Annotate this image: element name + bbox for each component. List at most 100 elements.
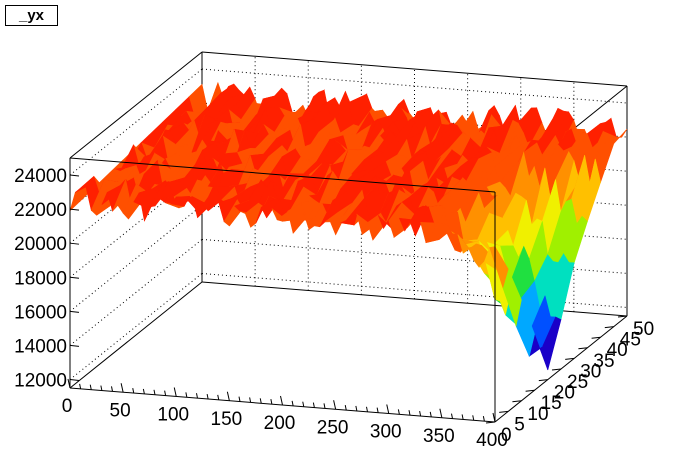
x-minor-tick xyxy=(472,415,475,421)
y-tick xyxy=(591,336,601,339)
frame-edge xyxy=(69,51,203,159)
y-tick xyxy=(604,326,614,329)
x-minor-tick xyxy=(323,403,326,409)
x-minor-tick xyxy=(206,393,209,400)
z-tick-label: 22000 xyxy=(14,200,67,221)
x-tick xyxy=(333,400,337,410)
x-minor-tick xyxy=(238,396,241,402)
z-tick xyxy=(69,310,80,313)
tick-labels: 0 50 100 150 200 250 300 350 4000510152025303540… xyxy=(14,166,654,451)
y-tick-label: 35 xyxy=(593,351,614,372)
x-tick-label: 400 xyxy=(476,430,508,451)
y-tick xyxy=(538,379,548,382)
x-minor-tick xyxy=(376,407,379,413)
y-tick-label: 45 xyxy=(620,330,641,351)
y-tick xyxy=(512,400,522,403)
x-tick-label: 50 xyxy=(110,400,131,421)
y-tick-label: 5 xyxy=(514,414,525,435)
frame-edge xyxy=(201,51,628,87)
z-tick xyxy=(69,208,80,211)
x-tick-label: 150 xyxy=(211,409,243,430)
x-minor-tick xyxy=(451,413,453,419)
y-tick xyxy=(499,410,509,413)
x-minor-tick xyxy=(89,384,92,390)
x-minor-tick xyxy=(164,390,167,396)
frame-edge xyxy=(69,157,496,193)
x-minor-tick xyxy=(312,402,315,408)
z-tick xyxy=(69,242,80,245)
z-tick xyxy=(69,174,80,177)
x-minor-tick xyxy=(482,416,485,422)
x-minor-tick xyxy=(217,394,220,400)
x-minor-tick xyxy=(291,400,294,406)
y-tick-label: 30 xyxy=(580,361,601,382)
x-minor-tick xyxy=(100,385,103,391)
z-tick-label: 20000 xyxy=(14,234,67,255)
x-tick xyxy=(439,408,443,418)
frame-edge xyxy=(69,281,203,389)
x-minor-tick xyxy=(397,409,400,415)
x-minor-tick xyxy=(366,406,368,412)
x-minor-tick xyxy=(132,388,135,394)
x-minor-tick xyxy=(196,393,198,399)
x-tick-label: 250 xyxy=(317,417,349,438)
y-tick-label: 40 xyxy=(607,340,628,361)
chart-title: _yx xyxy=(5,5,58,26)
x-tick-label: 350 xyxy=(423,426,455,447)
z-tick-label: 18000 xyxy=(14,268,67,289)
z-tick xyxy=(69,344,80,347)
x-minor-tick xyxy=(79,383,82,389)
z-tick-label: 14000 xyxy=(14,336,67,357)
x-tick-label: 200 xyxy=(264,413,296,434)
x-minor-tick xyxy=(355,405,358,412)
x-tick xyxy=(280,395,283,406)
x-tick xyxy=(386,404,390,414)
grid-line xyxy=(69,170,203,278)
x-tick-label: 0 xyxy=(62,396,73,417)
y-tick xyxy=(485,421,496,424)
x-tick xyxy=(120,383,124,393)
x-tick xyxy=(173,387,177,397)
y-tick-label: 15 xyxy=(541,393,562,414)
z-tick-label: 24000 xyxy=(14,166,67,187)
y-tick-label: 20 xyxy=(554,383,575,404)
grid-line xyxy=(69,204,203,312)
x-minor-tick xyxy=(270,399,273,405)
tick-marks xyxy=(67,174,628,424)
grid-line xyxy=(69,68,203,176)
y-tick-label: 50 xyxy=(633,319,654,340)
x-minor-tick xyxy=(142,388,145,395)
y-tick xyxy=(525,389,535,392)
x-minor-tick xyxy=(419,410,422,417)
x-tick xyxy=(226,391,230,401)
z-tick xyxy=(69,378,80,381)
x-tick xyxy=(492,412,496,423)
z-tick-label: 12000 xyxy=(14,370,67,391)
y-tick xyxy=(565,357,575,360)
x-minor-tick xyxy=(302,401,305,407)
x-minor-tick xyxy=(461,414,464,420)
x-minor-tick xyxy=(185,392,188,398)
x-minor-tick xyxy=(153,389,156,395)
x-minor-tick xyxy=(344,405,347,411)
z-tick-label: 16000 xyxy=(14,302,67,323)
x-tick xyxy=(67,378,71,389)
x-tick-label: 300 xyxy=(370,422,402,443)
z-tick xyxy=(69,276,80,279)
x-minor-tick xyxy=(111,386,113,392)
x-minor-tick xyxy=(429,411,432,417)
x-tick-label: 100 xyxy=(157,405,189,426)
y-tick-label: 25 xyxy=(567,372,588,393)
surface xyxy=(69,81,628,371)
x-minor-tick xyxy=(249,397,252,403)
x-minor-tick xyxy=(259,398,262,404)
surface-cell xyxy=(489,246,509,289)
y-tick xyxy=(551,368,562,371)
grid-line xyxy=(69,239,203,346)
y-tick xyxy=(617,315,628,318)
y-tick-label: 0 xyxy=(501,425,512,446)
x-minor-tick xyxy=(408,410,411,416)
y-tick xyxy=(578,347,588,350)
y-tick-label: 10 xyxy=(527,404,548,425)
